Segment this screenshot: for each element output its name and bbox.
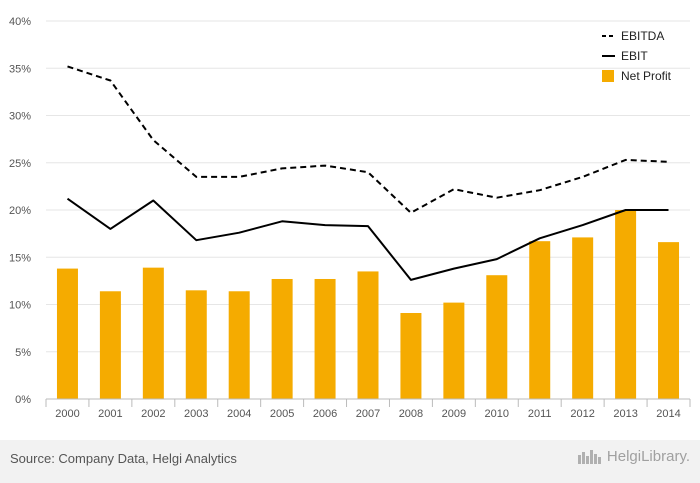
legend-swatch xyxy=(602,70,614,82)
net-profit-bar xyxy=(572,237,594,399)
x-tick-label: 2011 xyxy=(528,408,552,420)
brand-name: HelgiLibrary. xyxy=(606,447,690,465)
net-profit-bar xyxy=(357,271,379,399)
x-tick-label: 2007 xyxy=(356,408,380,420)
x-tick-label: 2014 xyxy=(656,408,680,420)
ebitda-line xyxy=(67,65,669,214)
net-profit-bar xyxy=(486,275,508,399)
x-tick-label: 2004 xyxy=(227,408,251,420)
net-profit-bar xyxy=(443,302,465,399)
y-tick-label: 5% xyxy=(15,347,31,359)
y-tick-label: 15% xyxy=(9,252,31,264)
legend: EBITDA EBIT Net Profit xyxy=(602,29,672,83)
net-profit-bar xyxy=(99,291,121,399)
line-series xyxy=(66,65,669,281)
y-tick-label: 35% xyxy=(9,63,31,75)
net-profit-bar xyxy=(314,278,336,399)
net-profit-bar xyxy=(56,268,78,399)
net-profit-bar xyxy=(271,278,293,399)
x-tick-label: 2001 xyxy=(98,408,122,420)
net-profit-bar xyxy=(228,291,250,399)
x-tick-label: 2006 xyxy=(313,408,337,420)
net-profit-bar xyxy=(529,241,551,399)
ebit-line xyxy=(66,197,669,281)
x-tick-label: 2005 xyxy=(270,408,294,420)
net-profit-bars xyxy=(56,210,680,399)
y-tick-label: 0% xyxy=(15,394,31,406)
x-tick-label: 2008 xyxy=(399,408,423,420)
x-tick-label: 2010 xyxy=(485,408,509,420)
y-axis-ticks: 0% 5% 10% 15% 20% 25% 30% 35% 40% xyxy=(9,16,31,406)
net-profit-bar xyxy=(185,290,207,399)
x-tick-label: 2009 xyxy=(442,408,466,420)
x-tick-label: 2013 xyxy=(613,408,637,420)
source-note: Source: Company Data, Helgi Analytics xyxy=(10,451,237,466)
x-tick-label: 2000 xyxy=(55,408,79,420)
brand-logo: HelgiLibrary. xyxy=(577,447,690,465)
y-tick-label: 30% xyxy=(9,111,31,123)
x-axis: 2000 2001 2002 2003 2004 2005 2006 2007 2008 2009… xyxy=(45,398,691,420)
y-tick-label: 40% xyxy=(9,16,31,28)
x-tick-label: 2003 xyxy=(184,408,208,420)
y-tick-label: 10% xyxy=(9,300,31,312)
y-tick-label: 25% xyxy=(9,158,31,170)
y-tick-label: 20% xyxy=(9,205,31,217)
net-profit-bar xyxy=(142,267,164,399)
x-tick-label: 2002 xyxy=(141,408,165,420)
library-icon xyxy=(577,450,601,464)
x-tick-label: 2012 xyxy=(570,408,594,420)
net-profit-bar xyxy=(615,210,637,399)
net-profit-bar xyxy=(400,313,422,399)
legend-label: EBIT xyxy=(621,49,648,63)
net-profit-bar xyxy=(658,242,680,399)
chart: 0%5%10%15%20%25%30%35%40% 2000 2001 2002 20… xyxy=(9,16,691,420)
legend-label: EBITDA xyxy=(621,29,664,43)
legend-label: Net Profit xyxy=(621,69,672,83)
